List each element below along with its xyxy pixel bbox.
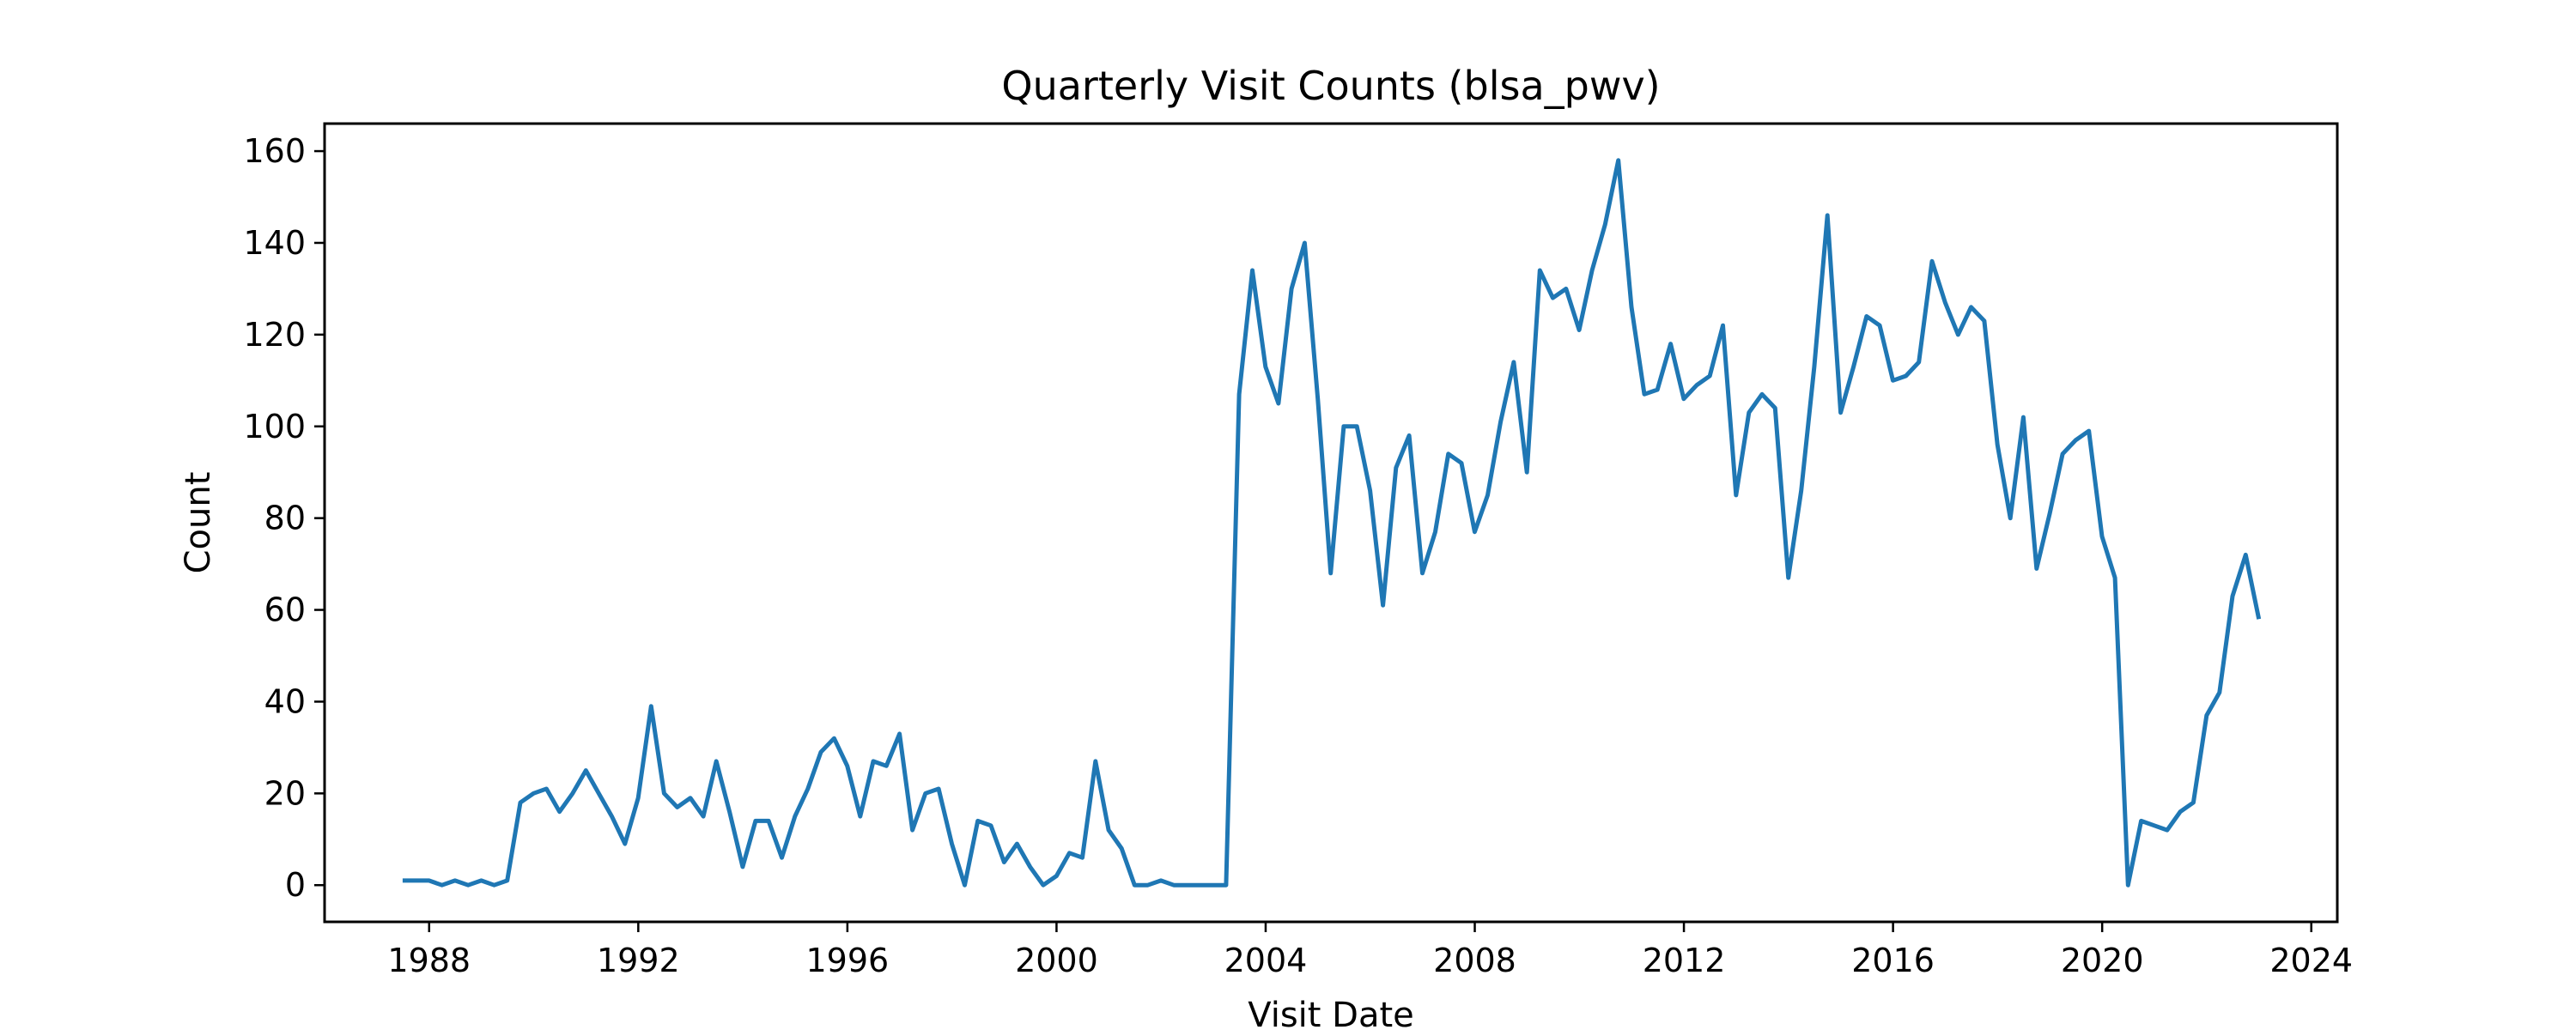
x-tick-label: 2004 bbox=[1224, 942, 1308, 979]
x-tick-label: 2024 bbox=[2269, 942, 2353, 979]
x-tick-label: 2016 bbox=[1851, 942, 1935, 979]
y-tick-label: 160 bbox=[243, 132, 306, 170]
chart-title: Quarterly Visit Counts (blsa_pwv) bbox=[1001, 63, 1660, 109]
x-axis: 1988 1992 1996 2000 2004 2008 2012 2016 2020 2024 bbox=[387, 922, 2353, 979]
series-line bbox=[402, 158, 2262, 888]
y-tick-label: 140 bbox=[243, 224, 306, 262]
y-tick-label: 40 bbox=[264, 682, 306, 720]
y-axis-label: Count bbox=[179, 472, 218, 574]
y-tick-label: 80 bbox=[264, 500, 306, 537]
x-tick-label: 2000 bbox=[1015, 942, 1098, 979]
y-tick-label: 100 bbox=[243, 408, 306, 445]
x-tick-label: 2008 bbox=[1433, 942, 1516, 979]
x-tick-label: 1992 bbox=[597, 942, 680, 979]
x-axis-label: Visit Date bbox=[1248, 996, 1414, 1030]
plot-series bbox=[402, 158, 2262, 888]
y-tick-label: 60 bbox=[264, 591, 306, 629]
x-tick-label: 2020 bbox=[2061, 942, 2144, 979]
x-tick-label: 1988 bbox=[387, 942, 471, 979]
plot-frame bbox=[323, 122, 2339, 924]
y-tick-label: 0 bbox=[285, 866, 306, 904]
y-axis: 0 20 40 60 80 100 120 140 160 bbox=[243, 132, 325, 904]
y-tick-label: 20 bbox=[264, 774, 306, 812]
x-tick-label: 2012 bbox=[1643, 942, 1726, 979]
x-tick-label: 1996 bbox=[806, 942, 890, 979]
y-tick-label: 120 bbox=[243, 316, 306, 354]
